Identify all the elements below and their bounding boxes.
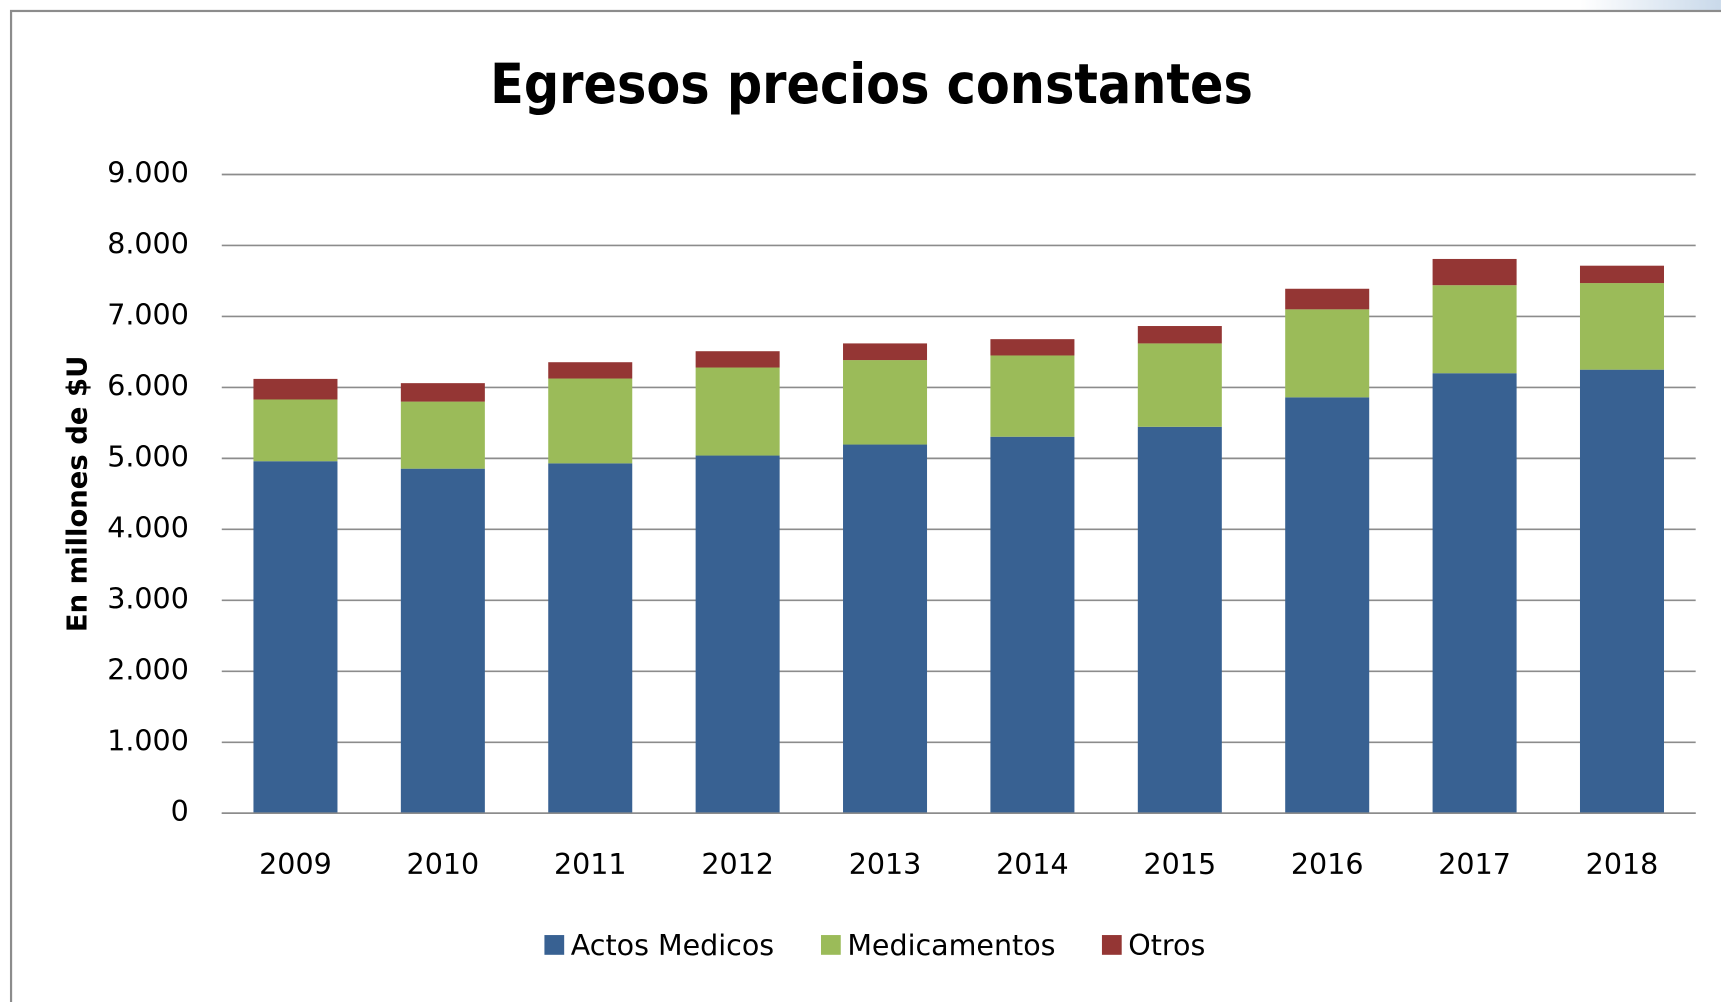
x-tick-label: 2014 bbox=[996, 848, 1069, 881]
bar-segment bbox=[1137, 343, 1222, 427]
legend-swatch bbox=[544, 935, 565, 955]
bar-segment bbox=[990, 339, 1075, 356]
bar-segment bbox=[695, 455, 780, 814]
bar-segment bbox=[253, 461, 338, 814]
x-tick-label: 2009 bbox=[259, 848, 332, 881]
y-tick-label: 0 bbox=[171, 795, 189, 828]
bar-segment bbox=[548, 362, 633, 379]
y-tick-label: 9.000 bbox=[107, 156, 189, 189]
y-tick-label: 8.000 bbox=[107, 227, 189, 260]
legend-swatch bbox=[820, 935, 841, 955]
x-tick-label: 2012 bbox=[701, 848, 774, 881]
x-tick-label: 2016 bbox=[1291, 848, 1364, 881]
x-tick-label: 2011 bbox=[554, 848, 627, 881]
legend-swatch bbox=[1101, 935, 1122, 955]
bar-segment bbox=[253, 378, 338, 400]
y-tick-label: 3.000 bbox=[107, 582, 189, 615]
x-tick-label: 2015 bbox=[1144, 848, 1217, 881]
y-tick-label: 7.000 bbox=[107, 298, 189, 331]
x-tick-label: 2018 bbox=[1586, 848, 1659, 881]
x-tick-label: 2017 bbox=[1438, 848, 1511, 881]
x-tick-label: 2010 bbox=[407, 848, 480, 881]
bar-segment bbox=[1285, 309, 1370, 398]
bar-segment bbox=[1579, 265, 1664, 284]
chart-title: Egresos precios constantes bbox=[490, 52, 1253, 116]
bar-segment bbox=[1432, 373, 1517, 814]
legend-label: Medicamentos bbox=[847, 929, 1055, 962]
bar-segment bbox=[695, 367, 780, 456]
bar-segment bbox=[548, 463, 633, 814]
y-tick-label: 2.000 bbox=[107, 653, 189, 686]
bar-segment bbox=[1579, 283, 1664, 370]
bar-segment bbox=[548, 378, 633, 464]
bar-segment bbox=[695, 351, 780, 368]
bar-segment bbox=[990, 355, 1075, 437]
x-tick-label: 2013 bbox=[849, 848, 922, 881]
legend-label: Actos Medicos bbox=[571, 929, 774, 962]
bar-segment bbox=[843, 360, 928, 445]
y-axis-title: En millones de $U bbox=[63, 356, 94, 633]
bar-segment bbox=[400, 401, 485, 469]
y-tick-label: 6.000 bbox=[107, 369, 189, 402]
bar-segment bbox=[400, 383, 485, 402]
bar-segment bbox=[1285, 288, 1370, 310]
bar-segment bbox=[843, 343, 928, 361]
y-tick-label: 5.000 bbox=[107, 440, 189, 473]
bar-segment bbox=[1432, 285, 1517, 374]
y-tick-label: 4.000 bbox=[107, 511, 189, 544]
bar-segment bbox=[1432, 258, 1517, 286]
bar-segment bbox=[990, 436, 1075, 814]
y-tick-label: 1.000 bbox=[107, 724, 189, 757]
bar-segment bbox=[1137, 426, 1222, 814]
bar-segment bbox=[843, 444, 928, 814]
bar-segment bbox=[400, 468, 485, 814]
bar-segment bbox=[1285, 397, 1370, 814]
legend-label: Otros bbox=[1128, 929, 1205, 962]
bar-segment bbox=[1137, 326, 1222, 344]
bar-segment bbox=[253, 399, 338, 462]
bar-segment bbox=[1579, 369, 1664, 814]
